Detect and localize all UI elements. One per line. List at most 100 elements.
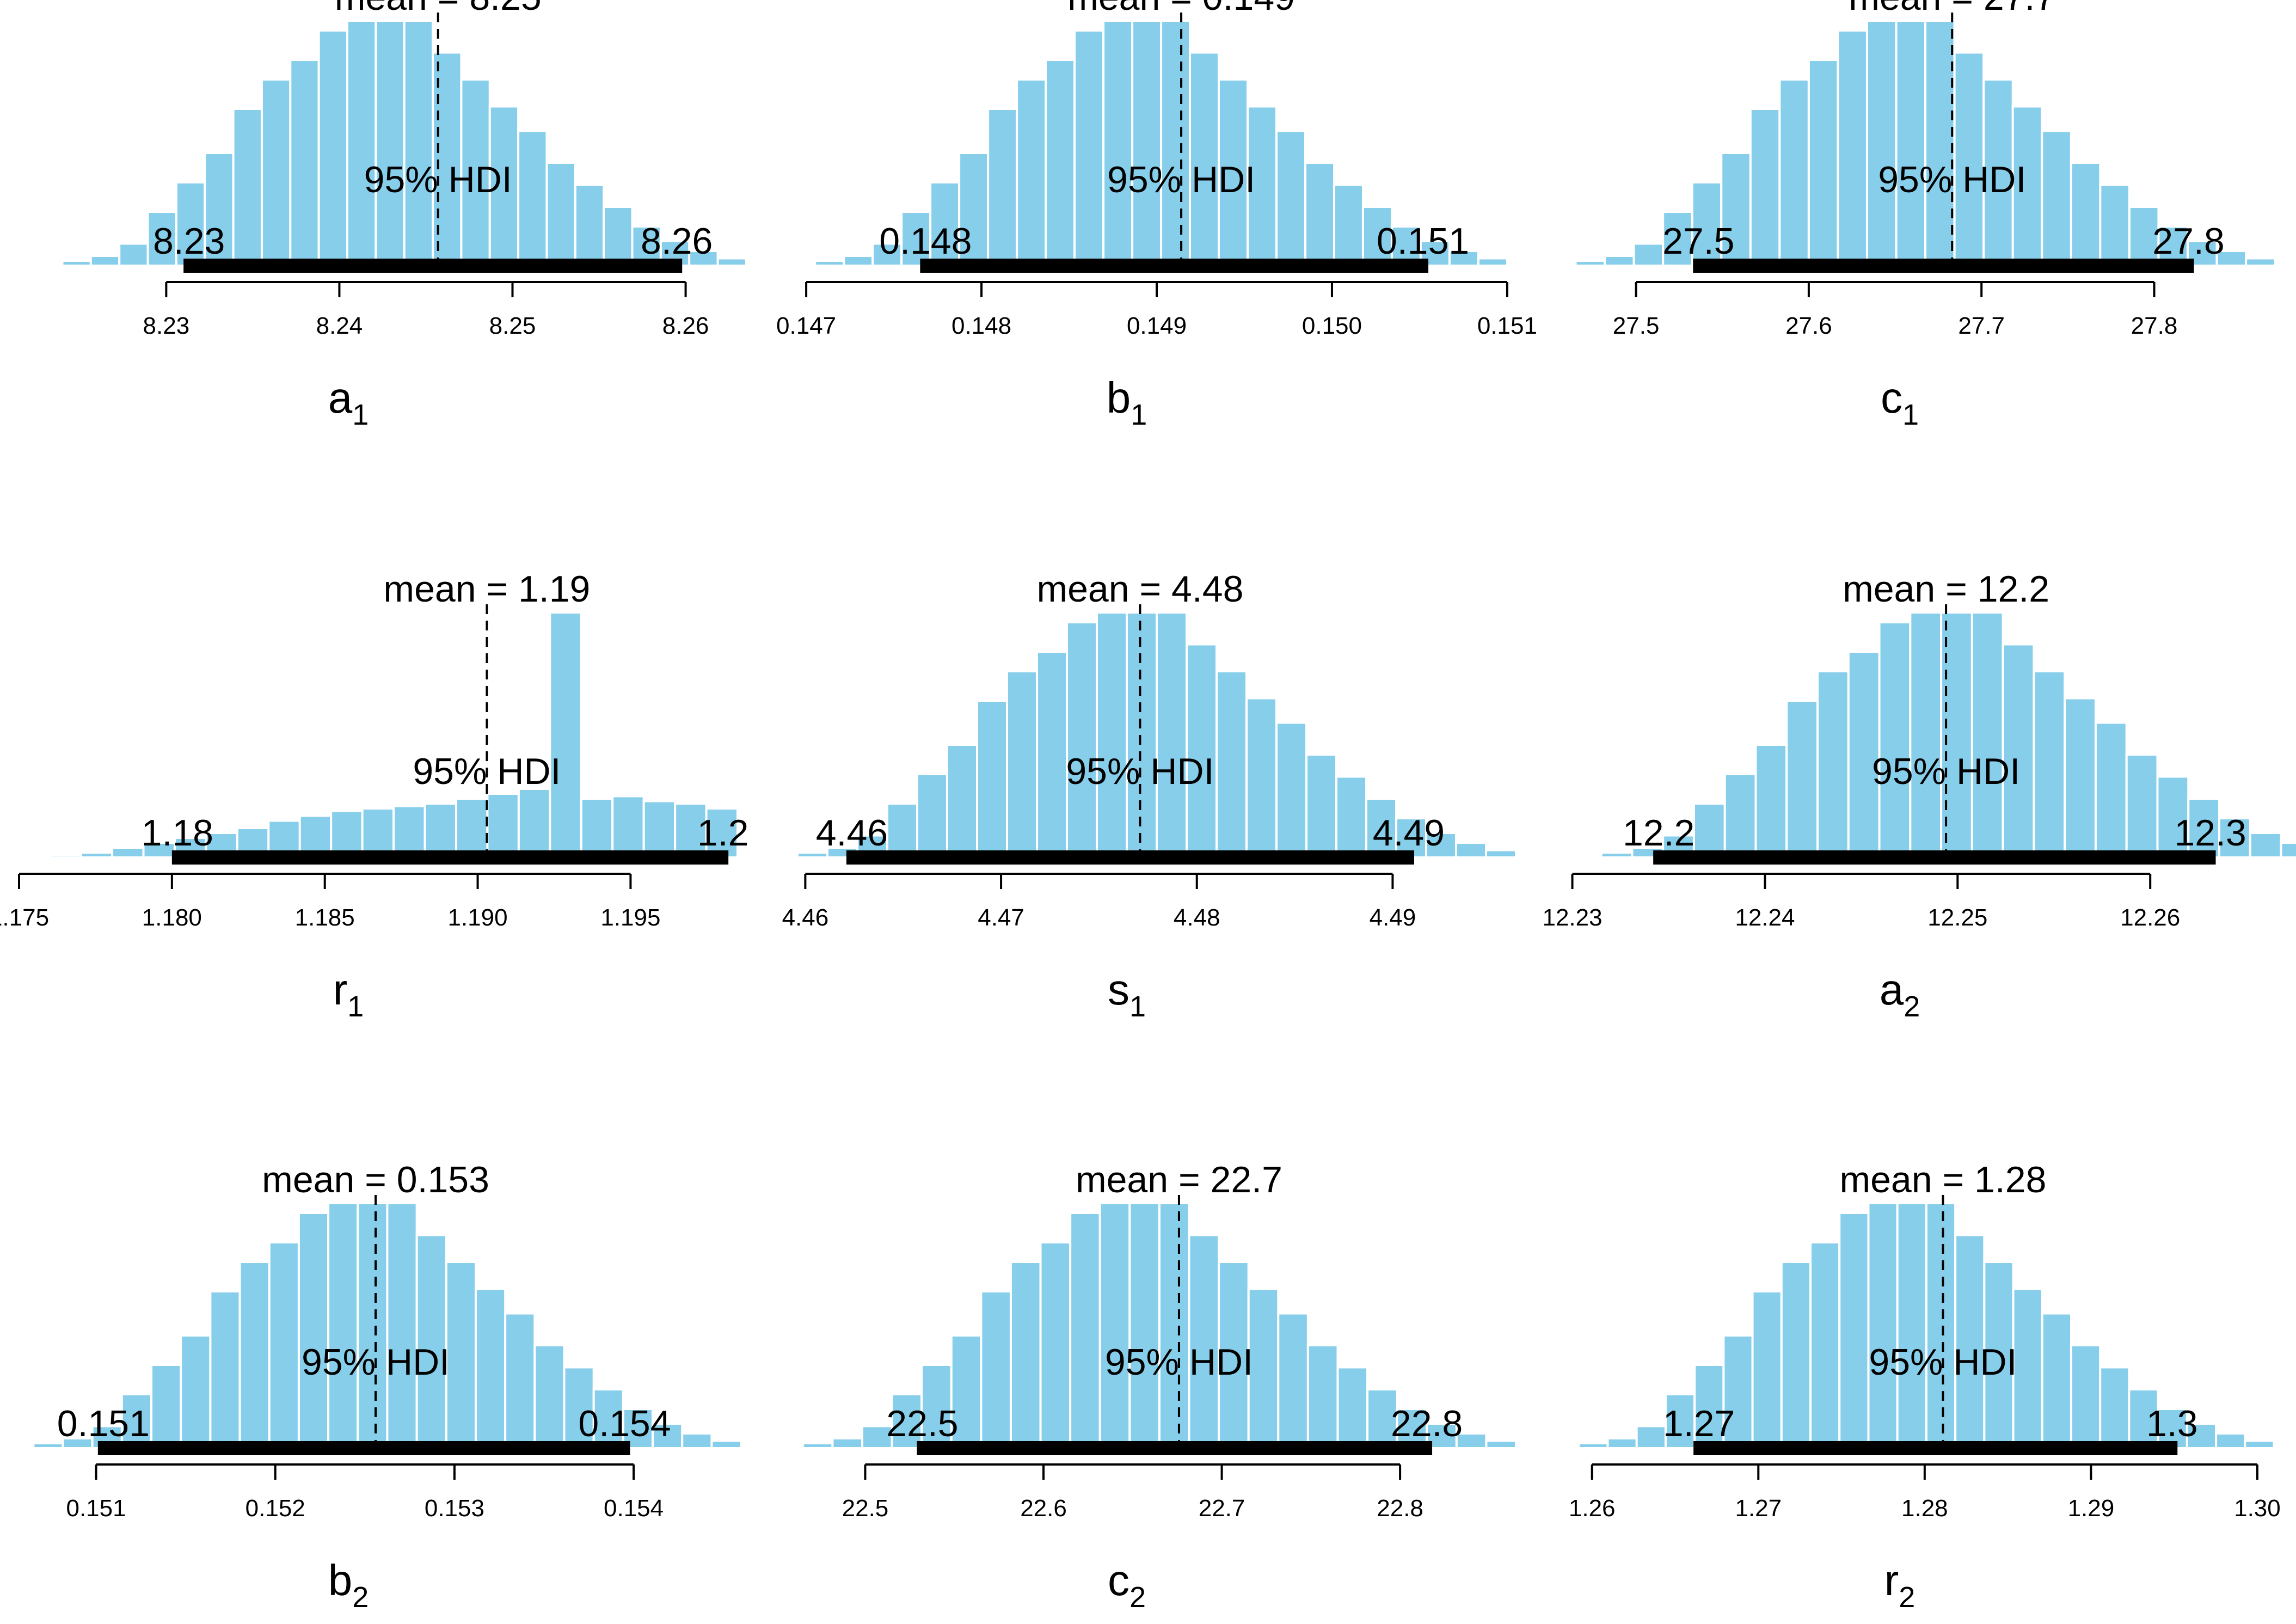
mean-label: mean = 1.28 <box>1839 1159 2046 1200</box>
x-axis-label: c1 <box>1881 373 1919 431</box>
mean-label: mean = 0.153 <box>262 1159 489 1200</box>
histogram-bar <box>61 260 92 267</box>
x-tick-label: 1.26 <box>1569 1495 1616 1522</box>
x-tick-label: 1.190 <box>447 904 507 931</box>
histogram-bar <box>574 183 605 267</box>
histogram-bar <box>1723 773 1757 859</box>
histogram-bar <box>1306 1344 1339 1449</box>
histogram-bar <box>2033 670 2066 859</box>
x-tick-label: 22.5 <box>842 1495 889 1522</box>
histogram-bar <box>1102 20 1134 267</box>
histogram-bar <box>1485 1439 1517 1449</box>
histogram-bar <box>2099 1366 2131 1449</box>
histogram-bar <box>1098 1202 1131 1449</box>
histogram-bar <box>2094 721 2128 859</box>
hdi-high-label: 4.49 <box>1373 812 1445 854</box>
histogram-bar <box>946 744 978 859</box>
hdi-high-label: 0.154 <box>578 1403 671 1444</box>
x-axis-label: a2 <box>1880 965 1920 1023</box>
x-axis-label: c2 <box>1108 1556 1146 1614</box>
hdi-low-label: 1.18 <box>142 812 213 854</box>
histogram-bar <box>1455 842 1487 859</box>
x-tick-label: 1.30 <box>2234 1495 2281 1522</box>
histogram-bar <box>1635 1425 1667 1449</box>
histogram-bar <box>150 1364 182 1449</box>
hdi-low-label: 0.148 <box>879 220 972 262</box>
histogram-bar <box>1749 108 1781 267</box>
histogram-bar <box>1632 242 1665 267</box>
histogram-bar <box>268 1241 300 1449</box>
histogram-bar <box>260 78 292 267</box>
x-tick-label: 12.24 <box>1735 904 1795 931</box>
histogram-bar <box>1275 721 1307 859</box>
histogram-bar <box>1186 643 1218 859</box>
hdi-label: 95% HDI <box>1869 1341 2017 1383</box>
histogram-bar <box>1336 1366 1369 1449</box>
histogram-bar <box>801 1442 834 1449</box>
x-tick-label: 1.195 <box>600 904 660 931</box>
histogram-bar <box>392 805 426 859</box>
hdi-label: 95% HDI <box>1872 751 2020 792</box>
histogram-bar <box>705 807 739 859</box>
hdi-label: 95% HDI <box>1105 1341 1253 1383</box>
histogram-bar <box>289 59 320 267</box>
histogram-bar <box>2280 842 2296 859</box>
histogram-bar <box>2218 817 2251 859</box>
histogram-bar <box>843 255 874 267</box>
histogram-bar <box>1066 621 1098 859</box>
x-tick-label: 4.47 <box>978 904 1024 931</box>
x-tick-label: 8.23 <box>143 312 190 339</box>
histogram-bar <box>2245 257 2276 267</box>
histogram-bar <box>980 1290 1012 1449</box>
panel-c1: mean = 27.7 95% HDI 27.5 27.8 27.5 27.6 27.7 27… <box>1574 0 2276 431</box>
histogram-bar <box>2128 206 2160 267</box>
x-tick-label: 0.150 <box>1302 312 1362 339</box>
panel-b1: mean = 0.149 95% HDI 0.148 0.151 0.147 0.148 0… <box>776 0 1537 431</box>
histogram-bar <box>1419 240 1451 267</box>
hdi-high-label: 27.8 <box>2152 220 2224 262</box>
histogram-bar <box>1785 700 1819 859</box>
hdi-label: 95% HDI <box>1878 159 2026 200</box>
histogram-bar <box>1009 1261 1042 1449</box>
histogram-bar <box>2244 1439 2275 1449</box>
panel-b2: mean = 0.153 95% HDI 0.151 0.154 0.151 0.152 0… <box>32 1159 742 1614</box>
hdi-low-label: 1.27 <box>1663 1403 1735 1444</box>
x-tick-label: 22.8 <box>1377 1495 1423 1522</box>
x-tick-label: 8.24 <box>316 312 363 339</box>
histogram-bar <box>1754 744 1788 859</box>
histogram-bar <box>1953 51 1985 267</box>
histogram-bar <box>549 611 582 859</box>
histogram-bar <box>1189 51 1220 267</box>
x-tick-label: 0.152 <box>245 1495 305 1522</box>
histogram-bar <box>1925 1202 1957 1449</box>
hdi-label: 95% HDI <box>302 1341 450 1383</box>
x-tick-label: 12.26 <box>2120 904 2180 931</box>
hdi-label: 95% HDI <box>413 751 561 792</box>
hdi-low-label: 4.46 <box>816 812 888 854</box>
histogram-bar <box>504 1312 536 1449</box>
histogram-bar <box>89 255 121 267</box>
histogram-bar <box>1126 611 1158 859</box>
x-tick-label: 1.28 <box>1901 1495 1948 1522</box>
histogram-bar <box>681 1432 713 1449</box>
histogram-bar <box>1970 611 2004 859</box>
histogram-bar <box>950 1334 983 1449</box>
histogram-bar <box>580 798 614 859</box>
histogram-bar <box>710 1439 742 1449</box>
x-axis-label: b1 <box>1107 373 1147 431</box>
histogram-bar <box>232 108 263 267</box>
panel-a2: mean = 12.2 95% HDI 12.2 12.3 12.23 12.24 12.2… <box>1542 568 2296 1023</box>
x-tick-label: 12.25 <box>1927 904 1987 931</box>
histogram-bar <box>976 700 1008 859</box>
histogram-bar <box>1036 651 1068 859</box>
histogram-bar <box>1305 753 1337 859</box>
histogram-bar <box>1131 20 1163 267</box>
mean-label: mean = 4.48 <box>1036 568 1243 610</box>
histogram-bar <box>1662 211 1693 267</box>
x-tick-label: 0.148 <box>951 312 1011 339</box>
histogram-bar <box>1896 1202 1927 1449</box>
histogram-bar <box>120 1393 153 1449</box>
histogram-bar <box>1485 849 1517 859</box>
histogram-bar <box>1577 1442 1609 1449</box>
hdi-high-label: 0.151 <box>1377 220 1469 262</box>
